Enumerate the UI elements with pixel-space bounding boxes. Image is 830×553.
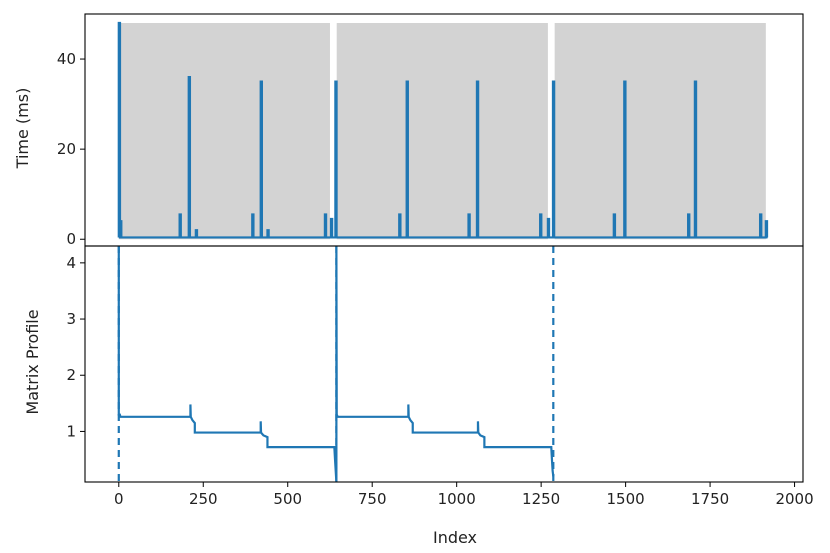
- y-axis-label-time: Time (ms): [13, 88, 32, 170]
- x-tick-label-750: 750: [358, 490, 387, 508]
- y-tick-label-time-20: 20: [57, 140, 76, 158]
- x-tick-label-2000: 2000: [775, 490, 813, 508]
- y-tick-label-profile-2: 2: [66, 366, 76, 384]
- y-tick-label-profile-1: 1: [66, 422, 76, 440]
- time-panel: 0 20 40: [57, 13, 804, 248]
- x-tick-label-0: 0: [114, 490, 124, 508]
- y-tick-label-profile-4: 4: [66, 254, 76, 272]
- y-tick-label-time-40: 40: [57, 50, 76, 68]
- matrix-profile-line: [117, 245, 555, 483]
- y-tick-label-time-0: 0: [66, 230, 76, 248]
- matrix-profile-panel: 1 2 3 4: [66, 245, 804, 483]
- matrix-profile-panel-frame: [84, 245, 804, 483]
- x-tick-label-1000: 1000: [438, 490, 476, 508]
- shaded-region-3: [554, 23, 766, 240]
- x-axis: 0 250 500 750 1000 1250 1500 1750 2000: [114, 482, 814, 508]
- x-tick-label-1750: 1750: [691, 490, 729, 508]
- x-axis-label: Index: [433, 528, 477, 547]
- x-tick-label-250: 250: [189, 490, 218, 508]
- x-tick-label-1250: 1250: [522, 490, 560, 508]
- x-tick-label-500: 500: [273, 490, 302, 508]
- shaded-region-1: [118, 23, 330, 240]
- shaded-region-2: [336, 23, 548, 240]
- x-tick-label-1500: 1500: [607, 490, 645, 508]
- time-series-line: [117, 21, 769, 239]
- y-tick-label-profile-3: 3: [66, 310, 76, 328]
- y-axis-label-matrix-profile: Matrix Profile: [23, 309, 42, 414]
